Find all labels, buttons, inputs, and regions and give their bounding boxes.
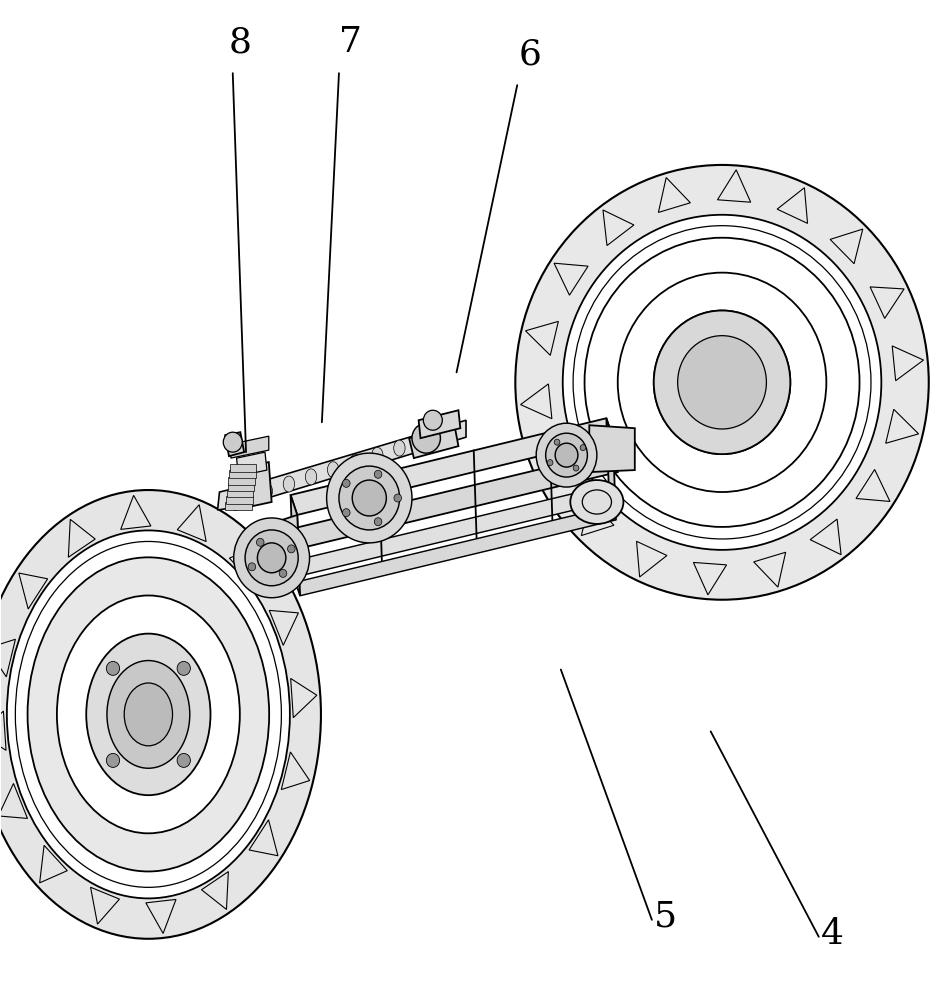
Polygon shape: [296, 452, 618, 548]
Circle shape: [536, 423, 597, 487]
Circle shape: [580, 445, 586, 451]
Ellipse shape: [327, 462, 339, 478]
Ellipse shape: [563, 215, 882, 550]
Ellipse shape: [57, 595, 240, 833]
Ellipse shape: [416, 433, 427, 449]
Polygon shape: [233, 462, 272, 510]
Ellipse shape: [678, 336, 767, 429]
Polygon shape: [590, 425, 635, 472]
Circle shape: [177, 661, 190, 675]
Polygon shape: [291, 418, 613, 515]
Ellipse shape: [571, 480, 624, 524]
Ellipse shape: [262, 483, 273, 499]
Ellipse shape: [7, 530, 290, 898]
Circle shape: [375, 470, 382, 478]
Bar: [230, 464, 257, 472]
Circle shape: [248, 563, 256, 571]
Text: 5: 5: [653, 900, 677, 934]
Polygon shape: [225, 432, 244, 456]
Circle shape: [342, 509, 350, 517]
Bar: [228, 477, 255, 485]
Circle shape: [423, 410, 442, 430]
Bar: [229, 470, 256, 478]
Circle shape: [375, 518, 382, 526]
Ellipse shape: [653, 311, 790, 454]
Bar: [225, 502, 252, 510]
Ellipse shape: [0, 490, 320, 939]
Ellipse shape: [350, 455, 361, 470]
Polygon shape: [298, 506, 616, 596]
Circle shape: [342, 479, 350, 487]
Polygon shape: [409, 426, 458, 458]
Ellipse shape: [437, 426, 449, 442]
Circle shape: [326, 453, 412, 543]
Circle shape: [573, 465, 579, 471]
Circle shape: [394, 494, 401, 502]
Circle shape: [245, 530, 299, 586]
Polygon shape: [252, 515, 301, 592]
Ellipse shape: [372, 447, 383, 463]
Ellipse shape: [107, 661, 190, 768]
Circle shape: [547, 460, 553, 466]
Polygon shape: [607, 418, 616, 520]
Ellipse shape: [125, 683, 172, 746]
Ellipse shape: [305, 469, 317, 485]
Circle shape: [287, 545, 295, 553]
Ellipse shape: [28, 557, 269, 871]
Polygon shape: [231, 436, 269, 458]
Circle shape: [280, 569, 287, 577]
Ellipse shape: [283, 476, 295, 492]
Circle shape: [339, 466, 399, 530]
Ellipse shape: [239, 490, 250, 506]
Polygon shape: [291, 495, 301, 596]
Circle shape: [223, 432, 243, 452]
Polygon shape: [298, 484, 616, 576]
Text: 4: 4: [821, 917, 844, 951]
Ellipse shape: [515, 165, 929, 600]
Circle shape: [555, 443, 578, 467]
Circle shape: [546, 433, 588, 477]
Bar: [227, 483, 254, 491]
Circle shape: [352, 480, 386, 516]
Circle shape: [107, 753, 120, 767]
Text: 6: 6: [519, 37, 542, 71]
Circle shape: [258, 543, 286, 573]
Circle shape: [177, 753, 190, 767]
Ellipse shape: [87, 634, 210, 795]
Bar: [226, 489, 253, 497]
Text: 8: 8: [229, 25, 252, 59]
Circle shape: [257, 538, 264, 546]
Text: 7: 7: [339, 25, 361, 59]
Circle shape: [234, 518, 310, 598]
Polygon shape: [218, 420, 466, 510]
Circle shape: [554, 439, 560, 445]
Circle shape: [412, 423, 440, 453]
Ellipse shape: [394, 440, 405, 456]
Circle shape: [107, 661, 120, 675]
Bar: [226, 496, 253, 504]
Polygon shape: [418, 410, 460, 438]
Polygon shape: [237, 452, 267, 476]
